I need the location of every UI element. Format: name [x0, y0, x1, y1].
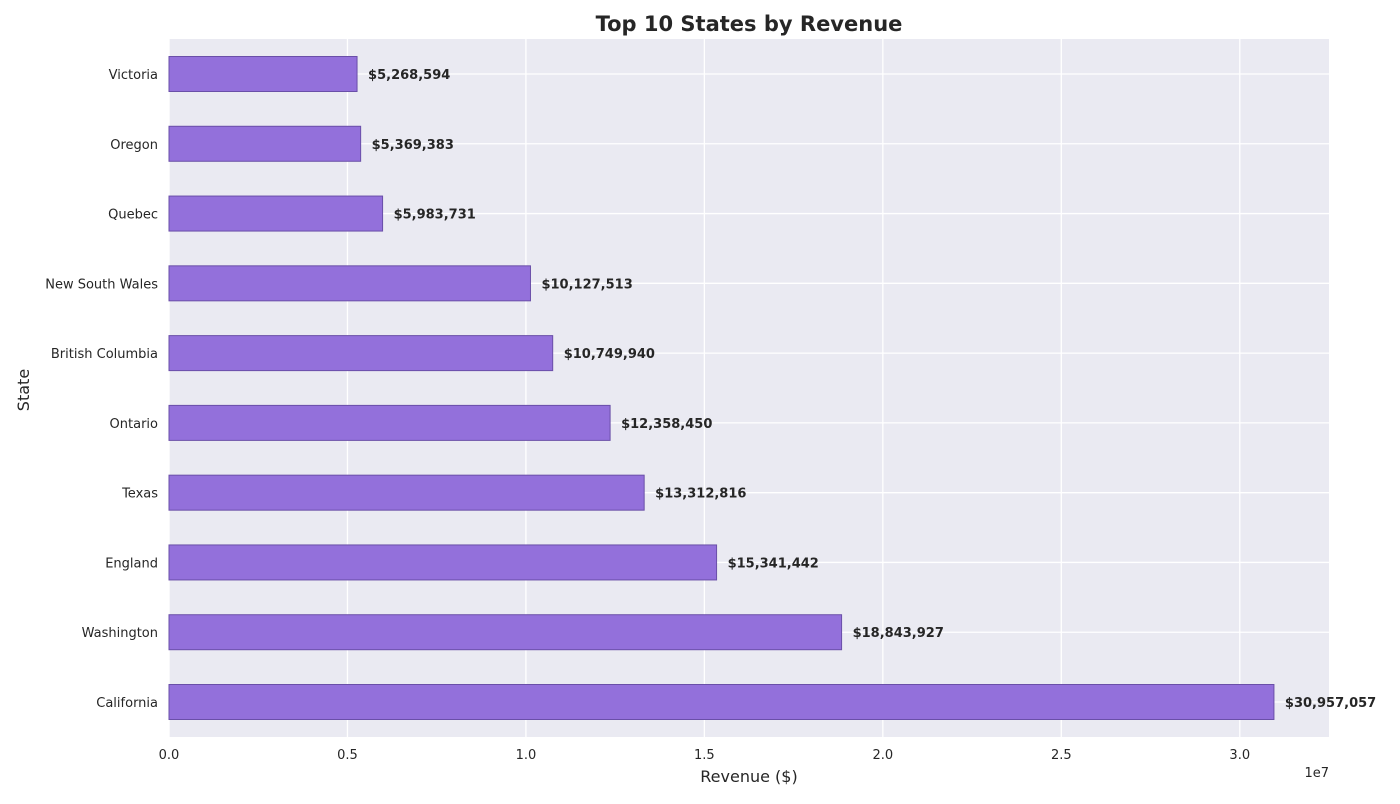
bar-value-label: $12,358,450 — [621, 417, 712, 432]
bar — [168, 265, 531, 302]
bar — [168, 56, 358, 92]
y-tick-label: Quebec — [108, 208, 158, 223]
y-tick-label: Texas — [121, 487, 158, 502]
y-tick-label: Oregon — [110, 138, 158, 153]
y-tick-label: California — [96, 696, 158, 711]
bar-value-label: $10,127,513 — [541, 277, 632, 292]
x-tick-label: 2.5 — [1051, 748, 1072, 763]
chart-title: Top 10 States by Revenue — [596, 12, 903, 36]
y-axis-title: State — [14, 369, 33, 411]
y-tick-label: England — [105, 556, 158, 571]
bar — [168, 474, 645, 511]
y-tick-label: British Columbia — [51, 347, 158, 362]
x-tick-label: 0.0 — [159, 748, 180, 763]
bar — [168, 125, 362, 162]
bar-value-labels: $5,268,594 $5,369,383 $5,983,731 $10,127,51… — [368, 68, 1376, 711]
bar-value-label: $15,341,442 — [728, 556, 819, 571]
bar-value-label: $30,957,057 — [1285, 696, 1376, 711]
x-axis-tick-labels: 0.0 0.5 1.0 1.5 2.0 2.5 3.0 — [159, 748, 1250, 763]
bar-value-label: $10,749,940 — [564, 347, 655, 362]
y-tick-label: Washington — [82, 626, 158, 641]
bars — [168, 56, 1275, 720]
x-axis-scale-label: 1e7 — [1304, 766, 1329, 781]
bar — [168, 195, 384, 232]
x-tick-label: 1.5 — [694, 748, 715, 763]
bar-value-label: $5,369,383 — [372, 138, 454, 153]
bar — [168, 614, 843, 651]
bar — [168, 544, 718, 581]
y-tick-label: Ontario — [110, 417, 158, 432]
bar-value-label: $5,983,731 — [394, 208, 476, 223]
y-axis-tick-labels: Victoria Oregon Quebec New South Wales Briti… — [45, 68, 158, 711]
x-tick-label: 3.0 — [1229, 748, 1250, 763]
y-tick-label: New South Wales — [45, 277, 158, 292]
bar — [168, 335, 554, 372]
x-tick-label: 1.0 — [516, 748, 537, 763]
x-tick-label: 0.5 — [337, 748, 358, 763]
bar-value-label: $5,268,594 — [368, 68, 450, 83]
y-tick-label: Victoria — [109, 68, 158, 83]
grid-lines — [168, 39, 1329, 737]
bar — [168, 404, 611, 441]
x-tick-label: 2.0 — [873, 748, 894, 763]
bar-value-label: $13,312,816 — [655, 487, 746, 502]
bar — [168, 684, 1275, 720]
x-axis-title: Revenue ($) — [700, 767, 797, 786]
bar-value-label: $18,843,927 — [853, 626, 944, 641]
